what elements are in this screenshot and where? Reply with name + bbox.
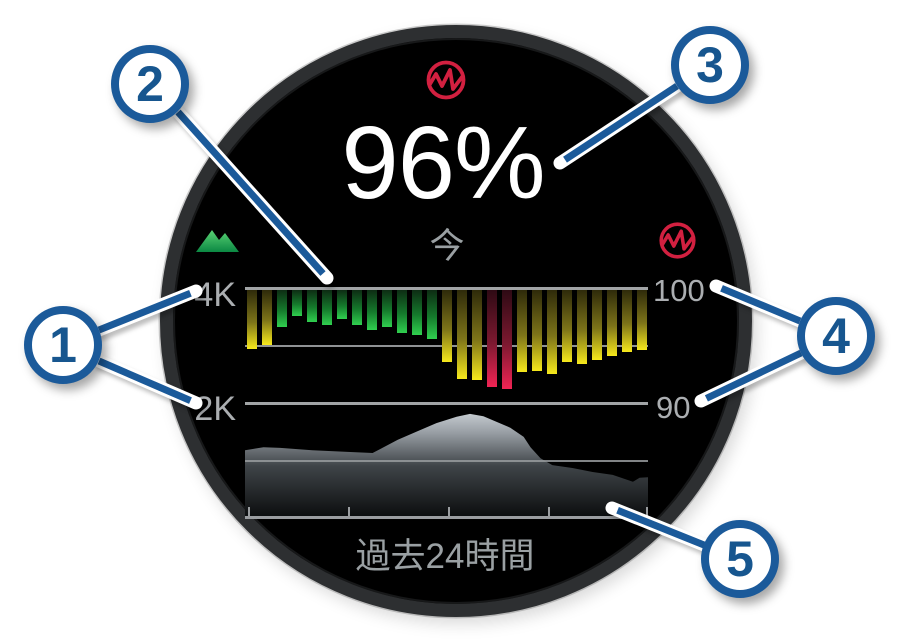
elevation-mountain-icon (196, 230, 239, 252)
spo2-bar (367, 290, 377, 331)
spo2-bar (637, 290, 647, 350)
spo2-bar (337, 290, 347, 319)
spo2-bar (592, 290, 602, 361)
callout-5: 5 (701, 520, 779, 598)
callout-1: 1 (24, 306, 102, 384)
spo2-bar (442, 290, 452, 363)
spo2-bar (262, 290, 272, 346)
callout-2: 2 (111, 45, 189, 123)
spo2-bar-chart (245, 290, 648, 422)
spo2-bar (517, 290, 527, 372)
time-axis-tick (348, 507, 350, 516)
gridline-100 (245, 287, 648, 290)
spo2-bar (622, 290, 632, 353)
callout-3: 3 (671, 26, 749, 104)
spo2-axis-label-bottom: 90 (656, 390, 691, 425)
time-axis-tick (646, 507, 648, 516)
time-axis-tick (448, 507, 450, 516)
spo2-bar (412, 290, 422, 335)
elevation-area-chart (245, 413, 648, 518)
pulse-ox-icon (426, 60, 466, 100)
spo2-bar (277, 290, 287, 327)
elevation-axis-label-top: 4K (194, 276, 236, 314)
callout-4: 4 (797, 297, 875, 375)
gridline-90 (245, 402, 648, 405)
spo2-bar (472, 290, 482, 380)
time-axis-tick (548, 507, 550, 516)
time-axis-tick (248, 507, 250, 516)
current-reading-label: 今 (429, 227, 465, 266)
elevation-axis-label-bottom: 2K (194, 390, 236, 428)
spo2-bar (577, 290, 587, 364)
spo2-bar (532, 290, 542, 371)
spo2-bar (382, 290, 392, 327)
spo2-bar (502, 290, 512, 389)
spo2-bar (247, 290, 257, 349)
spo2-bar (352, 290, 362, 325)
spo2-bar (607, 290, 617, 356)
spo2-bar (547, 290, 557, 374)
spo2-bar (562, 290, 572, 363)
spo2-bar (487, 290, 497, 387)
pulse-ox-axis-icon (659, 222, 696, 259)
spo2-bar (322, 290, 332, 325)
spo2-bar (457, 290, 467, 379)
spo2-bar (427, 290, 437, 340)
current-spo2-value: 96% (341, 105, 545, 220)
time-axis (245, 516, 648, 519)
spo2-bar (397, 290, 407, 333)
gridline-85 (245, 460, 648, 462)
spo2-axis-label-top: 100 (653, 273, 705, 308)
spo2-bar (307, 290, 317, 323)
spo2-bar (292, 290, 302, 317)
time-range-label: 過去24時間 (355, 537, 535, 576)
